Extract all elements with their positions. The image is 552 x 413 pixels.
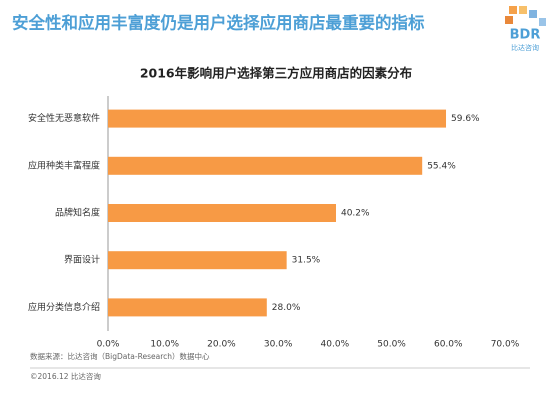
- value-label: 31.5%: [292, 256, 321, 266]
- value-label: 40.2%: [341, 209, 370, 219]
- logo: BDR 比达咨询: [505, 6, 546, 52]
- bar: [108, 109, 447, 128]
- y-tick-label: 品牌知名度: [55, 207, 100, 219]
- x-tick-label: 60.0%: [434, 340, 463, 350]
- logo-block: [539, 18, 546, 26]
- logo-text: BDR: [510, 28, 541, 43]
- logo-block: [509, 6, 517, 14]
- bar: [108, 156, 423, 175]
- page-title: 安全性和应用丰富度仍是用户选择应用商店最重要的指标: [12, 13, 425, 33]
- x-tick-label: 0.0%: [97, 340, 120, 350]
- copyright: ©2016.12 比达咨询: [30, 371, 101, 381]
- x-tick-label: 50.0%: [377, 340, 406, 350]
- source-note: 数据来源：比达咨询（BigData-Research）数据中心: [30, 351, 210, 361]
- logo-block: [529, 10, 537, 18]
- y-tick-label: 界面设计: [64, 254, 100, 266]
- x-tick-label: 30.0%: [264, 340, 293, 350]
- bar: [108, 204, 336, 222]
- y-tick-label: 应用种类丰富程度: [28, 159, 100, 171]
- logo-subtext: 比达咨询: [511, 43, 539, 52]
- x-tick-label: 10.0%: [150, 340, 179, 350]
- chart-title: 2016年影响用户选择第三方应用商店的因素分布: [140, 66, 413, 81]
- logo-block: [505, 16, 513, 24]
- y-tick-label: 安全性无恶意软件: [28, 112, 100, 124]
- x-tick-label: 40.0%: [321, 340, 350, 350]
- value-label: 55.4%: [427, 161, 456, 171]
- x-tick-label: 20.0%: [207, 340, 236, 350]
- x-tick-label: 70.0%: [491, 340, 520, 350]
- value-label: 59.6%: [451, 114, 480, 124]
- y-tick-label: 应用分类信息介绍: [28, 301, 100, 313]
- value-label: 28.0%: [272, 303, 301, 313]
- bar: [108, 251, 287, 270]
- bar: [108, 298, 267, 317]
- logo-block: [519, 6, 527, 14]
